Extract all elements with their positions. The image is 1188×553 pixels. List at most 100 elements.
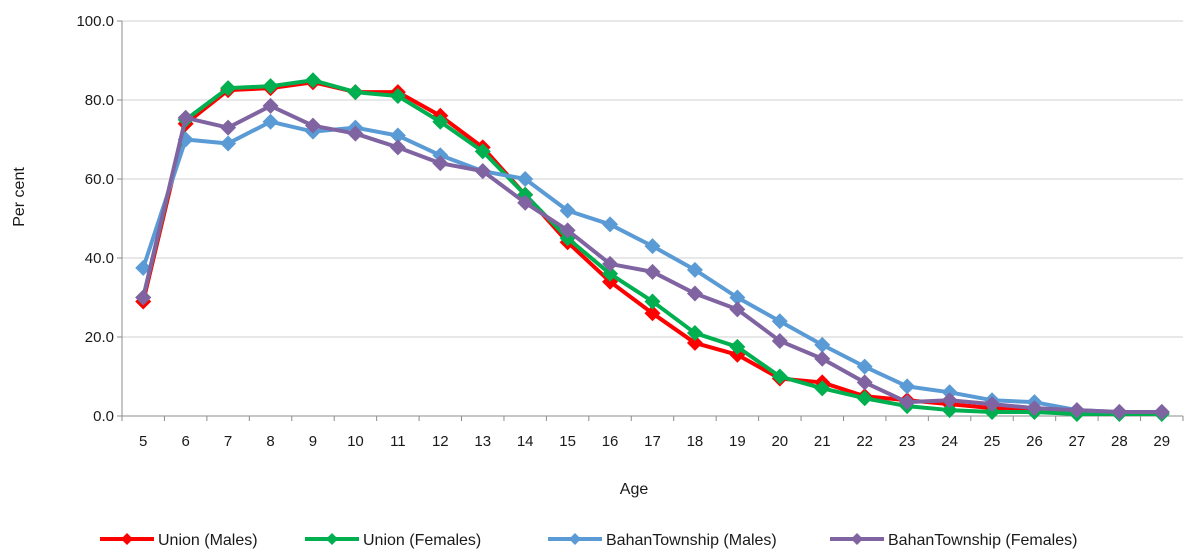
data-point — [814, 336, 831, 353]
x-tick-label: 28 — [1111, 433, 1128, 450]
data-point — [941, 402, 958, 419]
x-tick-label: 20 — [771, 433, 788, 450]
x-tick-label: 5 — [139, 433, 147, 450]
series-3 — [135, 97, 1170, 421]
data-point — [602, 255, 619, 272]
legend: Union (Males) Union (Females) BahanTownshi… — [100, 532, 1077, 549]
x-tick-label: 27 — [1069, 433, 1086, 450]
data-point — [771, 368, 788, 385]
data-point — [177, 109, 194, 126]
data-point — [559, 222, 576, 239]
data-point — [559, 202, 576, 219]
data-point — [644, 238, 661, 255]
legend-label: BahanTownship (Females) — [888, 532, 1077, 549]
data-point — [856, 390, 873, 407]
legend-entry: Union (Females) — [305, 532, 481, 549]
data-point — [729, 338, 746, 355]
legend-label: Union (Males) — [158, 532, 258, 549]
y-tick-label: 80.0 — [85, 92, 114, 109]
legend-label: BahanTownship (Males) — [606, 532, 777, 549]
series-line — [141, 103, 1162, 415]
x-tick-label: 29 — [1153, 433, 1170, 450]
data-point — [814, 350, 831, 367]
data-point — [814, 380, 831, 397]
x-tick-label: 23 — [899, 433, 916, 450]
x-tick-label: 19 — [729, 433, 746, 450]
data-point — [686, 285, 703, 302]
x-tick-label: 17 — [644, 433, 661, 450]
x-tick-label: 16 — [602, 433, 619, 450]
data-point — [899, 394, 916, 411]
legend-marker — [326, 533, 338, 545]
data-point — [602, 216, 619, 233]
data-point — [686, 325, 703, 342]
data-point — [856, 358, 873, 375]
data-point — [856, 374, 873, 391]
legend-marker — [121, 533, 133, 545]
data-point — [262, 78, 279, 95]
data-point — [517, 171, 534, 187]
data-point — [389, 127, 406, 144]
y-tick-label: 20.0 — [85, 329, 114, 346]
data-point — [686, 261, 703, 278]
y-tick-label: 100.0 — [76, 13, 114, 30]
legend-label: Union (Females) — [363, 532, 481, 549]
data-point — [1026, 400, 1043, 417]
data-point — [1111, 404, 1128, 421]
data-point — [389, 139, 406, 156]
data-point — [432, 113, 449, 130]
data-point — [771, 313, 788, 330]
y-tick-label: 60.0 — [85, 171, 114, 188]
data-point — [644, 305, 661, 322]
data-point — [220, 119, 237, 136]
x-tick-label: 12 — [432, 433, 449, 450]
x-tick-label: 11 — [390, 433, 406, 450]
data-point — [347, 84, 364, 101]
data-point — [220, 80, 237, 97]
x-tick-label: 15 — [559, 433, 576, 450]
legend-marker — [569, 533, 581, 545]
x-tick-label: 21 — [814, 433, 831, 450]
data-point — [602, 265, 619, 282]
x-tick-label: 25 — [984, 433, 1001, 450]
data-point — [644, 263, 661, 280]
data-point — [389, 88, 406, 105]
x-tick-label: 18 — [687, 433, 704, 450]
data-point — [304, 117, 321, 134]
legend-entry: BahanTownship (Males) — [548, 532, 777, 549]
data-point — [135, 289, 152, 306]
data-point — [686, 334, 703, 351]
x-tick-label: 6 — [181, 433, 189, 450]
tick-labels: 0.0 20.0 40.0 60.0 80.0 100.0 5 6 7 8 9 10 11 12 13 14 1… — [76, 13, 1170, 450]
data-point — [984, 396, 1001, 413]
data-point — [899, 378, 916, 395]
data-point — [432, 155, 449, 172]
legend-entry: Union (Males) — [100, 532, 258, 549]
x-tick-label: 9 — [309, 433, 317, 450]
x-tick-label: 14 — [517, 433, 534, 450]
x-tick-label: 10 — [347, 433, 364, 450]
x-tick-label: 26 — [1026, 433, 1043, 450]
data-point — [729, 289, 746, 306]
data-point — [517, 194, 534, 211]
data-point — [474, 163, 491, 180]
x-tick-label: 8 — [266, 433, 274, 450]
data-point — [941, 392, 958, 409]
series-lines — [135, 72, 1170, 423]
x-tick-label: 13 — [474, 433, 491, 450]
data-point — [474, 143, 491, 160]
x-tick-label: 22 — [856, 433, 873, 450]
legend-marker — [851, 533, 863, 545]
y-axis-title: Per cent — [11, 167, 28, 227]
legend-entry: BahanTownship (Females) — [830, 532, 1077, 549]
data-point — [347, 125, 364, 142]
data-point — [262, 97, 279, 114]
axes — [117, 20, 1184, 421]
data-point — [771, 332, 788, 349]
x-axis-title: Age — [620, 481, 649, 498]
data-point — [1068, 402, 1085, 419]
x-tick-label: 7 — [224, 433, 232, 450]
data-point — [1153, 404, 1170, 421]
y-tick-label: 0.0 — [93, 408, 114, 425]
